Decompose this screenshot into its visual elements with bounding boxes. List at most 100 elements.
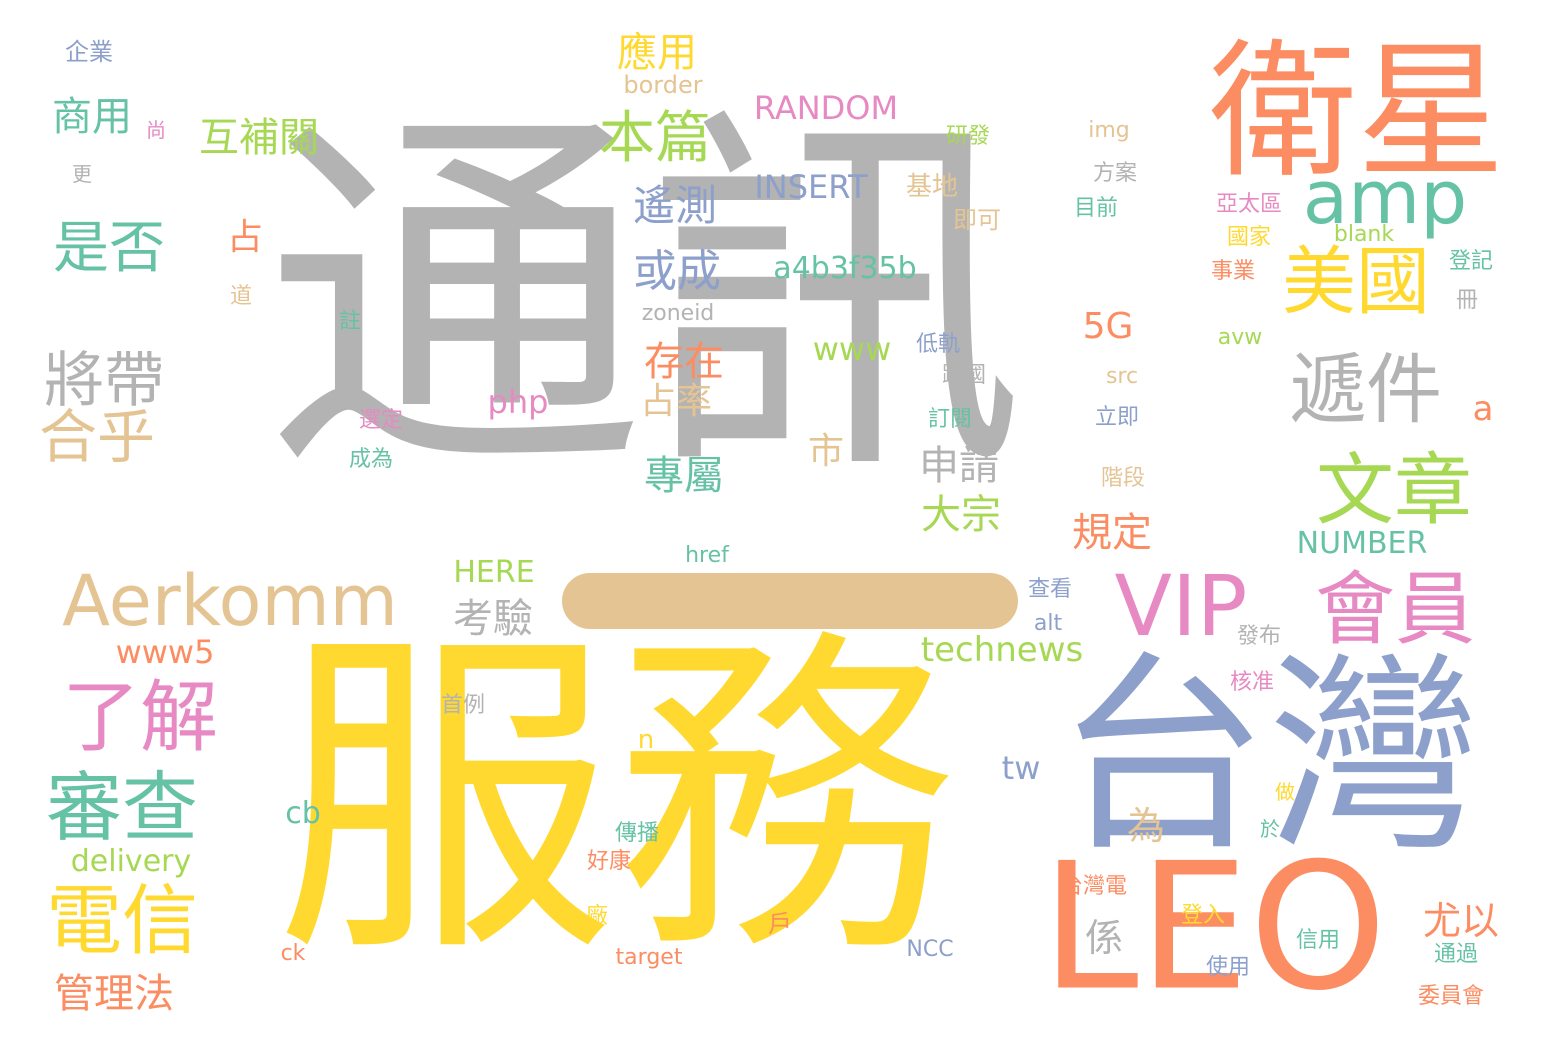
word: 核准 bbox=[1229, 670, 1275, 695]
word: 信用 bbox=[1295, 928, 1341, 953]
word: border bbox=[623, 71, 703, 99]
word: 亞太區 bbox=[1215, 192, 1283, 217]
word: 遙測 bbox=[632, 181, 718, 230]
word: 階段 bbox=[1100, 466, 1146, 491]
word: 遞件 bbox=[1290, 345, 1442, 434]
word: 訂閱 bbox=[927, 407, 973, 432]
word: 將帶 bbox=[44, 346, 164, 416]
word: 規定 bbox=[1072, 510, 1152, 556]
word: tw bbox=[1001, 749, 1041, 787]
word: 做 bbox=[1275, 780, 1295, 804]
word: 台灣 bbox=[1056, 633, 1480, 880]
word: 登記 bbox=[1448, 249, 1494, 274]
word: www bbox=[812, 330, 892, 368]
word: 管理法 bbox=[54, 971, 174, 1017]
word: 美國 bbox=[1282, 239, 1430, 325]
cloud-bar-shape bbox=[562, 573, 1018, 629]
word: 戶 bbox=[768, 910, 792, 938]
word: a bbox=[1472, 389, 1494, 429]
word: 研發 bbox=[945, 124, 991, 149]
word: 衛星 bbox=[1209, 26, 1505, 198]
word: 跨國 bbox=[941, 363, 987, 388]
word: delivery bbox=[70, 844, 192, 879]
word: VIP bbox=[1114, 557, 1248, 655]
word: 電信 bbox=[46, 876, 198, 965]
word: 傳播 bbox=[614, 821, 660, 846]
word: 通過 bbox=[1433, 942, 1479, 967]
word: cb bbox=[285, 796, 321, 831]
word: 登入 bbox=[1180, 903, 1226, 928]
word: 台灣電 bbox=[1060, 874, 1128, 899]
word: 專屬 bbox=[644, 453, 724, 499]
word: 應用 bbox=[617, 30, 697, 76]
word: blank bbox=[1333, 222, 1395, 247]
word: 查看 bbox=[1027, 577, 1073, 602]
word: 首例 bbox=[440, 693, 486, 718]
word: 事業 bbox=[1210, 259, 1256, 284]
word: RANDOM bbox=[753, 89, 899, 127]
word: 基地 bbox=[905, 172, 959, 202]
word: 本篇 bbox=[599, 106, 711, 171]
word: 考驗 bbox=[453, 596, 533, 642]
word: 大宗 bbox=[921, 492, 1001, 538]
word: target bbox=[615, 945, 683, 970]
word: 目前 bbox=[1073, 196, 1119, 221]
word: LEO bbox=[1041, 826, 1387, 1030]
word: 立即 bbox=[1094, 405, 1140, 430]
word: php bbox=[487, 383, 549, 421]
word: 選定 bbox=[358, 408, 404, 433]
word: 方案 bbox=[1092, 161, 1138, 186]
word: 成為 bbox=[348, 447, 394, 472]
word: 於 bbox=[1260, 817, 1280, 841]
word: avw bbox=[1217, 325, 1263, 350]
word: 占率 bbox=[639, 381, 713, 422]
word: 為 bbox=[1126, 804, 1166, 848]
word: 占 bbox=[226, 217, 264, 258]
word: NCC bbox=[906, 937, 954, 962]
word: 廠 bbox=[585, 904, 609, 929]
word: 係 bbox=[1084, 916, 1124, 960]
word: 或成 bbox=[633, 246, 721, 297]
word: 國家 bbox=[1226, 225, 1272, 250]
word: 商用 bbox=[52, 94, 132, 140]
word: 好康 bbox=[586, 849, 632, 874]
word: Aerkomm bbox=[62, 560, 398, 642]
word: INSERT bbox=[754, 168, 868, 206]
word: a4b3f35b bbox=[773, 251, 917, 286]
word: n bbox=[637, 725, 655, 755]
word: HERE bbox=[453, 555, 535, 590]
word: 通訊 bbox=[265, 78, 1025, 521]
word: 5G bbox=[1082, 306, 1134, 347]
word: img bbox=[1088, 118, 1130, 143]
word: zoneid bbox=[641, 301, 715, 326]
word: 審查 bbox=[46, 763, 198, 852]
word: amp bbox=[1302, 155, 1468, 241]
word: 使用 bbox=[1205, 955, 1251, 980]
word: 註 bbox=[338, 309, 362, 334]
word: 企業 bbox=[65, 38, 113, 66]
word: 市 bbox=[807, 431, 845, 472]
word: alt bbox=[1033, 611, 1063, 636]
word: 低軌 bbox=[915, 332, 961, 357]
word: 存在 bbox=[644, 339, 724, 385]
word: 文章 bbox=[1315, 446, 1473, 536]
word: 申請 bbox=[919, 443, 999, 489]
word: 委員會 bbox=[1417, 984, 1485, 1009]
word: technews bbox=[920, 630, 1084, 670]
word: 服務 bbox=[275, 602, 955, 998]
word: 尤以 bbox=[1422, 899, 1500, 943]
word: www5 bbox=[115, 633, 215, 671]
word: 道 bbox=[229, 284, 253, 309]
word: src bbox=[1105, 364, 1139, 389]
word: 是否 bbox=[53, 216, 165, 281]
word: 發布 bbox=[1236, 624, 1282, 649]
word: 尚 bbox=[146, 118, 166, 142]
word: href bbox=[685, 543, 729, 568]
word: ck bbox=[280, 941, 306, 966]
word: 即可 bbox=[953, 206, 1001, 234]
word: NUMBER bbox=[1296, 526, 1428, 561]
word: 更 bbox=[72, 162, 92, 186]
word: 互補關 bbox=[199, 115, 319, 161]
word: 了解 bbox=[61, 673, 219, 763]
